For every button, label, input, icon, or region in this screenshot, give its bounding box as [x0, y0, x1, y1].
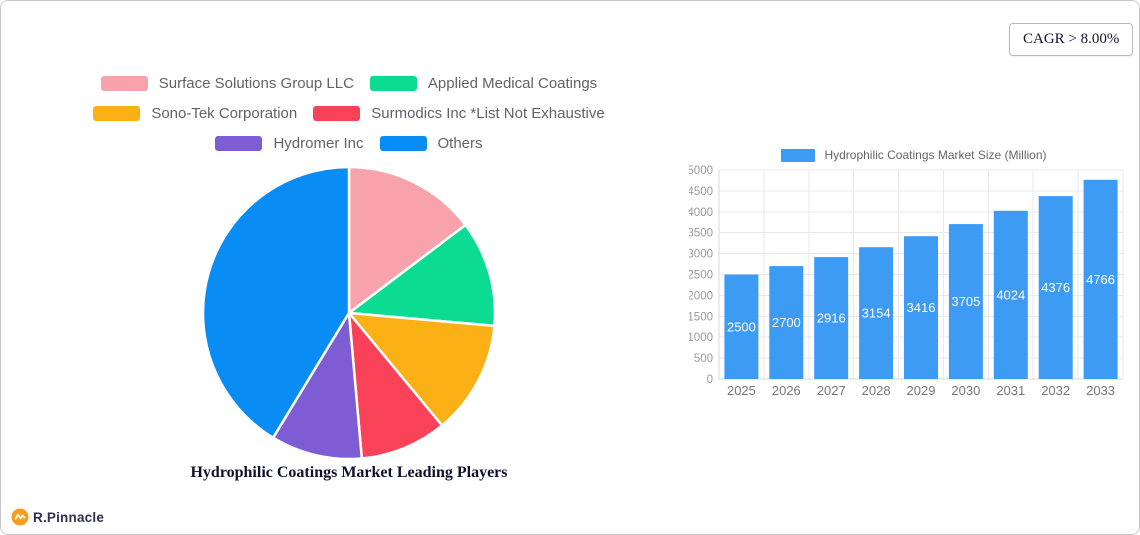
- pie-slice-others[interactable]: [201, 165, 351, 439]
- legend-item-label: Applied Medical Coatings: [427, 75, 598, 92]
- x-axis-tick-label: 2029: [907, 383, 936, 398]
- pie-slice-surface-solutions-group-llc[interactable]: [347, 165, 467, 315]
- legend-item-surface-solutions-group-llc[interactable]: Surface Solutions Group LLC: [100, 75, 354, 92]
- x-axis-tick-label: 2031: [996, 383, 1025, 398]
- legend-swatch: [369, 76, 417, 91]
- bar-value-label: 3154: [862, 306, 891, 321]
- logo-text: R.Pinnacle: [33, 509, 105, 525]
- bar-2026[interactable]: [769, 266, 804, 379]
- y-axis-tick-label: 500: [694, 353, 713, 365]
- bar-2033[interactable]: [1083, 179, 1118, 379]
- bar-value-label: 2700: [772, 315, 801, 330]
- pie-slice-surmodics-inc-list-not-exhaustive[interactable]: [347, 311, 444, 460]
- legend-item-label: Others: [437, 135, 483, 152]
- bar-legend-label: Hydrophilic Coatings Market Size (Millio…: [824, 148, 1047, 162]
- legend-item-label: Surmodics Inc *List Not Exhaustive: [371, 105, 605, 122]
- bar-2032[interactable]: [1038, 196, 1073, 379]
- legend-row: Surface Solutions Group LLC Applied Medic…: [100, 75, 598, 92]
- bar-2029[interactable]: [904, 236, 938, 379]
- legend-item-label: Hydromer Inc: [273, 135, 364, 152]
- bar-2028[interactable]: [859, 247, 894, 379]
- bar-chart: 0 500 1000 1500 2000 2500 3000 3500 4000 4500 5000…: [689, 165, 1124, 398]
- bar-value-label: 3705: [951, 294, 980, 309]
- x-axis-tick-label: 2025: [727, 383, 756, 398]
- legend-item-sono-tek-corporation[interactable]: Sono-Tek Corporation: [93, 105, 297, 122]
- bar-2031[interactable]: [993, 210, 1028, 379]
- y-axis-tick-label: 1500: [689, 311, 713, 323]
- legend-swatch: [100, 76, 148, 91]
- legend-item-label: Surface Solutions Group LLC: [158, 75, 354, 92]
- bar-value-label: 4376: [1041, 280, 1070, 295]
- cagr-badge: CAGR > 8.00%: [1009, 23, 1134, 56]
- legend-row: Hydromer Inc Others: [215, 135, 483, 152]
- bar-2027[interactable]: [814, 257, 849, 379]
- y-axis-tick-label: 2500: [689, 270, 713, 282]
- legend-item-others[interactable]: Others: [379, 135, 483, 152]
- pie-slice-applied-medical-coatings[interactable]: [347, 223, 497, 328]
- legend-swatch: [215, 136, 263, 151]
- bar-legend-swatch: [781, 148, 816, 162]
- pie-chart: [201, 165, 497, 461]
- x-axis-tick-label: 2033: [1086, 383, 1115, 398]
- pie-slice-hydromer-inc[interactable]: [271, 311, 364, 461]
- brand-logo: R.Pinnacle: [11, 508, 104, 526]
- y-axis-tick-label: 5000: [689, 165, 713, 177]
- bar-value-label: 4024: [996, 287, 1025, 302]
- x-axis-tick-label: 2030: [951, 383, 980, 398]
- pie-chart-title: Hydrophilic Coatings Market Leading Play…: [190, 464, 508, 481]
- y-axis-tick-label: 2000: [689, 290, 713, 302]
- bar-chart-legend[interactable]: Hydrophilic Coatings Market Size (Millio…: [689, 148, 1139, 162]
- y-axis-tick-label: 3500: [689, 228, 713, 240]
- legend-swatch: [313, 106, 361, 121]
- y-axis-tick-label: 1000: [689, 332, 713, 344]
- y-axis-tick-label: 4000: [689, 207, 713, 219]
- bar-value-label: 3416: [907, 300, 936, 315]
- legend-item-label: Sono-Tek Corporation: [151, 105, 298, 122]
- bar-2030[interactable]: [948, 224, 983, 379]
- x-axis-tick-label: 2026: [772, 383, 801, 398]
- legend-row: Sono-Tek Corporation Surmodics Inc *List …: [93, 105, 605, 122]
- y-axis-tick-label: 4500: [689, 186, 713, 198]
- y-axis-tick-label: 3000: [689, 249, 713, 261]
- bar-value-label: 4766: [1086, 272, 1115, 287]
- y-axis-tick-label: 0: [707, 374, 713, 386]
- x-axis-tick-label: 2028: [862, 383, 891, 398]
- pie-legend: Surface Solutions Group LLC Applied Medic…: [21, 75, 677, 152]
- bar-2025[interactable]: [724, 274, 759, 380]
- legend-item-hydromer-inc[interactable]: Hydromer Inc: [215, 135, 364, 152]
- x-axis-tick-label: 2032: [1041, 383, 1070, 398]
- legend-swatch: [93, 106, 141, 121]
- x-axis-tick-label: 2027: [817, 383, 846, 398]
- bar-value-label: 2916: [817, 311, 846, 326]
- legend-item-applied-medical-coatings[interactable]: Applied Medical Coatings: [369, 75, 598, 92]
- legend-swatch: [379, 136, 427, 151]
- logo-pulse-icon: [11, 508, 29, 526]
- pie-slice-sono-tek-corporation[interactable]: [347, 311, 496, 427]
- legend-item-surmodics-inc-list-not-exhaustive[interactable]: Surmodics Inc *List Not Exhaustive: [313, 105, 605, 122]
- bar-value-label: 2500: [727, 319, 756, 334]
